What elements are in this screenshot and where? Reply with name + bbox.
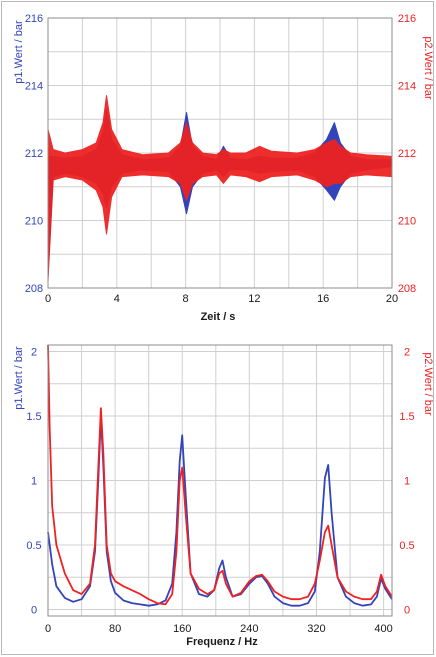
top-y-tick-right: 212 — [398, 148, 416, 160]
bottom-y-tick-right: 1 — [404, 476, 410, 488]
bottom-y-tick-right: 2 — [404, 346, 410, 358]
bottom-y-tick-left: 0.5 — [26, 540, 41, 552]
bottom-x-tick-label: 160 — [173, 623, 191, 635]
bottom-series-p2 — [47, 344, 393, 606]
top-x-tick-label: 20 — [386, 293, 398, 305]
top-x-tick-label: 12 — [248, 293, 260, 305]
bottom-x-tick-label: 80 — [109, 623, 121, 635]
bottom-y-tick-right: 0 — [404, 605, 410, 617]
bottom-y-tick-left: 1 — [31, 476, 37, 488]
bottom-y-tick-left: 0 — [31, 605, 37, 617]
top-y-tick-left: 210 — [25, 216, 43, 228]
top-x-tick-label: 0 — [45, 293, 51, 305]
bottom-y-tick-left: 1.5 — [26, 411, 41, 423]
top-xlabel: Zeit / s — [201, 311, 236, 323]
top-y-tick-right: 210 — [398, 216, 416, 228]
top-y-tick-left: 214 — [25, 81, 43, 93]
bottom-y-tick-right: 0.5 — [399, 540, 414, 552]
bottom-y-tick-right: 1.5 — [399, 411, 414, 423]
bottom-x-tick-label: 400 — [374, 623, 392, 635]
top-x-tick-label: 16 — [317, 293, 329, 305]
top-plot-border — [47, 17, 393, 289]
bottom-x-tick-label: 320 — [307, 623, 325, 635]
bottom-x-tick-label: 0 — [45, 623, 51, 635]
bottom-ylabel-right: p2.Wert / bar — [422, 352, 434, 416]
bottom-x-tick-label: 240 — [240, 623, 258, 635]
bottom-plot-border — [47, 344, 393, 617]
top-y-tick-left: 208 — [25, 283, 43, 295]
top-y-tick-left: 216 — [25, 13, 43, 25]
top-y-tick-right: 214 — [398, 81, 416, 93]
top-ylabel-right: p2.Wert / bar — [422, 36, 434, 100]
top-x-tick-label: 8 — [183, 293, 189, 305]
top-ylabel-left: p1.Wert / bar — [13, 20, 25, 84]
top-y-tick-right: 216 — [398, 13, 416, 25]
bottom-ylabel-left: p1.Wert / bar — [13, 346, 25, 410]
top-y-tick-left: 212 — [25, 148, 43, 160]
top-y-tick-right: 208 — [398, 283, 416, 295]
bottom-y-tick-left: 2 — [31, 346, 37, 358]
top-x-tick-label: 4 — [114, 293, 120, 305]
bottom-xlabel: Frequenz / Hz — [186, 636, 258, 648]
